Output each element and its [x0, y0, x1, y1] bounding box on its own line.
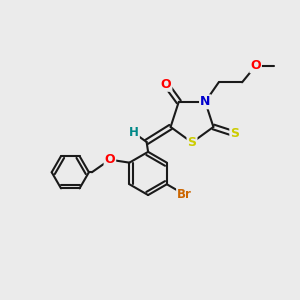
Text: S: S — [188, 136, 196, 149]
Text: O: O — [161, 78, 171, 91]
Text: N: N — [200, 95, 210, 108]
Text: S: S — [230, 128, 239, 140]
Text: O: O — [250, 59, 261, 72]
Text: Br: Br — [177, 188, 192, 201]
Text: O: O — [105, 153, 115, 166]
Text: H: H — [129, 127, 139, 140]
